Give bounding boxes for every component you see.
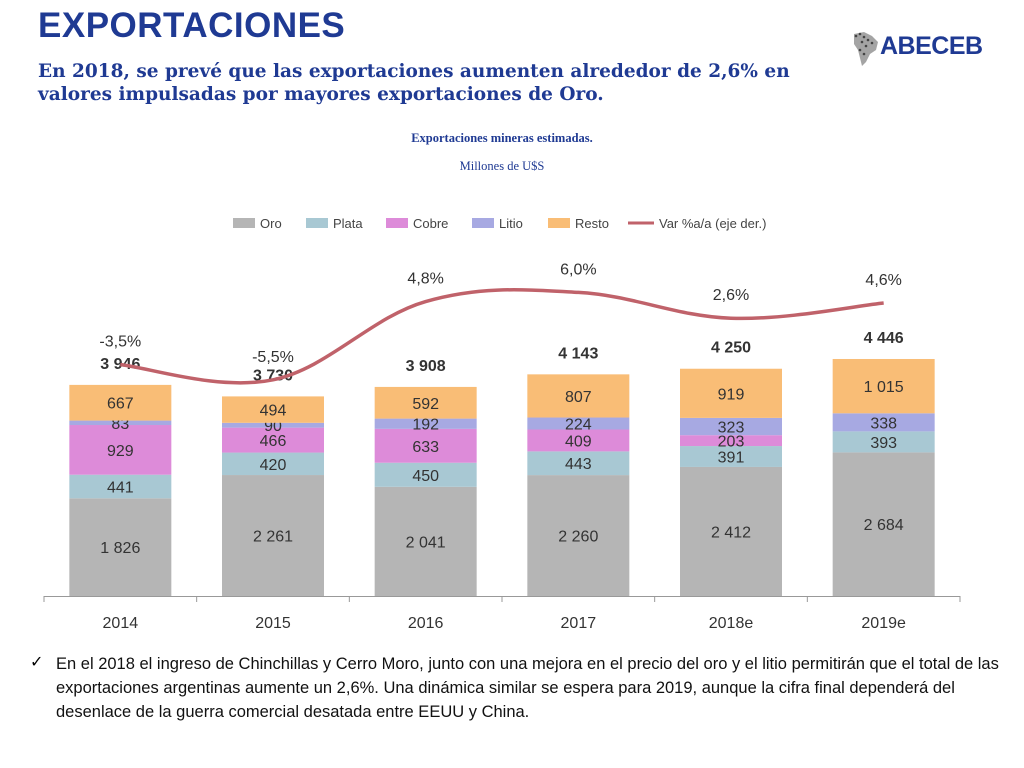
bar-litio-2017: [527, 417, 630, 430]
data-label-cobre-2016: 633: [412, 439, 439, 456]
chart-title: Exportaciones mineras estimadas.: [411, 131, 593, 145]
bar-cobre-2016: [374, 428, 477, 463]
map-icon: [854, 32, 878, 66]
page-subtitle: En 2018, se prevé que las exportaciones …: [38, 61, 790, 105]
legend-label-cobre: Cobre: [413, 216, 448, 231]
data-label-resto-2018e: 919: [718, 386, 745, 403]
x-tick-2018e: 2018e: [709, 615, 754, 632]
bar-plata-2018e: [680, 446, 782, 467]
bar-cobre-2017: [527, 429, 630, 452]
legend-swatch-plata: [306, 218, 328, 228]
data-label-plata-2019e: 393: [870, 435, 897, 452]
bar-oro-2019e: [832, 452, 935, 596]
bar-resto-2014: [69, 384, 172, 421]
legend-label-oro: Oro: [260, 216, 282, 231]
total-label-2019e: 4 446: [864, 330, 904, 347]
data-label-plata-2014: 441: [107, 480, 134, 497]
bar-oro-2016: [374, 486, 477, 596]
bar-oro-2015: [222, 475, 324, 596]
data-label-oro-2015: 2 261: [253, 529, 293, 546]
data-label-oro-2014: 1 826: [100, 540, 140, 557]
footer-note-text: En el 2018 el ingreso de Chinchillas y C…: [56, 655, 999, 721]
legend-swatch-cobre: [386, 218, 408, 228]
x-tick-2017: 2017: [561, 615, 597, 632]
bar-plata-2016: [374, 462, 477, 487]
data-label-litio-2018e: 323: [718, 420, 745, 437]
total-label-2016: 3 908: [406, 358, 446, 375]
bar-plata-2014: [69, 474, 172, 499]
data-label-var-2016: 4,8%: [407, 271, 443, 288]
bar-litio-2018e: [680, 417, 782, 436]
x-tick-2015: 2015: [255, 615, 291, 632]
data-label-var-2019e: 4,6%: [865, 272, 901, 289]
x-tick-2019e: 2019e: [861, 615, 906, 632]
data-label-oro-2017: 2 260: [558, 529, 598, 546]
data-label-oro-2019e: 2 684: [864, 517, 904, 534]
legend-label-plata: Plata: [333, 216, 363, 231]
legend-swatch-resto: [548, 218, 570, 228]
data-label-litio-2019e: 338: [870, 415, 897, 432]
series-line-var: [120, 288, 884, 385]
legend-label-var: Var %a/a (eje der.): [659, 216, 766, 231]
legend-swatch-oro: [233, 218, 255, 228]
data-label-var-2014: -3,5%: [99, 334, 141, 351]
logo-text: ABECEB: [880, 32, 983, 60]
stacked-bar-chart: Oro Plata Cobre Litio Resto Var %a/a (eje der…: [43, 216, 961, 632]
bar-cobre-2018e: [680, 435, 782, 447]
data-label-cobre-2014: 929: [107, 443, 134, 460]
data-label-var-2017: 6,0%: [560, 261, 596, 278]
bar-cobre-2015: [222, 427, 324, 453]
data-label-var-2015: -5,5%: [252, 349, 294, 366]
data-label-oro-2018e: 2 412: [711, 524, 751, 541]
data-label-cobre-2015: 466: [260, 433, 287, 450]
bar-resto-2015: [222, 396, 324, 423]
bar-plata-2015: [222, 452, 324, 476]
bar-litio-2016: [374, 418, 477, 429]
bar-litio-2014: [69, 420, 172, 426]
data-label-resto-2019e: 1 015: [864, 379, 904, 396]
data-label-resto-2016: 592: [412, 396, 439, 413]
data-label-var-2018e: 2,6%: [713, 287, 749, 304]
data-label-resto-2014: 667: [107, 396, 134, 413]
data-label-resto-2017: 807: [565, 389, 592, 406]
data-label-litio-2016: 192: [412, 417, 439, 434]
bar-litio-2019e: [832, 413, 935, 432]
data-label-cobre-2018e: 203: [718, 434, 745, 451]
bar-oro-2017: [527, 475, 630, 596]
data-label-cobre-2017: 409: [565, 433, 592, 450]
data-label-plata-2017: 443: [565, 456, 592, 473]
data-label-plata-2018e: 391: [718, 449, 745, 466]
bar-plata-2017: [527, 451, 630, 476]
legend-label-litio: Litio: [499, 216, 523, 231]
bar-resto-2019e: [832, 358, 935, 414]
legend-swatch-litio: [472, 218, 494, 228]
check-icon: ✓: [30, 652, 44, 671]
x-tick-2014: 2014: [103, 615, 139, 632]
x-tick-2016: 2016: [408, 615, 444, 632]
bar-resto-2018e: [680, 368, 782, 418]
bar-litio-2015: [222, 422, 324, 428]
bar-oro-2014: [69, 498, 172, 596]
bar-oro-2018e: [680, 466, 782, 596]
bar-resto-2016: [374, 386, 477, 419]
data-label-resto-2015: 494: [260, 403, 287, 420]
chart-subtitle: Millones de U$S: [459, 159, 545, 173]
data-label-plata-2016: 450: [412, 468, 439, 485]
bar-cobre-2014: [69, 425, 172, 475]
page-title: EXPORTACIONES: [38, 6, 346, 45]
abeceb-logo: ABECEB: [850, 28, 1000, 68]
legend-label-resto: Resto: [575, 216, 609, 231]
data-label-litio-2017: 224: [565, 417, 592, 434]
bar-plata-2019e: [832, 431, 935, 453]
data-label-oro-2016: 2 041: [406, 534, 446, 551]
total-label-2018e: 4 250: [711, 340, 751, 357]
total-label-2017: 4 143: [558, 345, 598, 362]
bar-resto-2017: [527, 374, 630, 418]
data-label-plata-2015: 420: [260, 457, 287, 474]
